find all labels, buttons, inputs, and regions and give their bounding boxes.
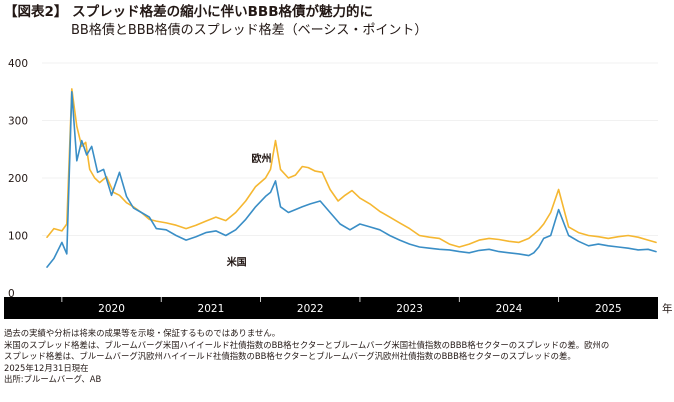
x-tick-label: 2021 xyxy=(198,303,225,315)
x-tick-label: 2024 xyxy=(496,303,523,315)
footnote-line: 出所:ブルームバーグ、AB xyxy=(4,374,102,385)
series-line-europe xyxy=(46,88,657,248)
x-tick-label: 2023 xyxy=(396,303,423,315)
chart-title: 【図表2】 スプレッド格差の縮小に伴いBBB格債が魅力的に xyxy=(4,0,373,20)
chart-subtitle: BB格債とBBB格債のスプレッド格差（ベーシス・ポイント） xyxy=(71,23,428,38)
us-series-label: 米国 xyxy=(227,255,247,268)
line-chart: 400 300 200 100 0 2020 2021 2022 2023 2024 2025 年 欧州… xyxy=(4,58,673,319)
europe-series-label: 欧州 xyxy=(252,152,272,165)
y-tick-label: 200 xyxy=(8,173,28,185)
y-tick-label: 300 xyxy=(8,116,28,128)
x-axis-band xyxy=(4,297,658,319)
x-tick-label: 2020 xyxy=(98,303,125,315)
footnote-line: スプレッド格差は、ブルームバーグ汎欧州ハイイールド社債指数のBB格セクターとブル… xyxy=(4,351,576,362)
x-unit-label: 年 xyxy=(662,302,673,315)
y-tick-label: 0 xyxy=(8,288,15,300)
main-title: スプレッド格差の縮小に伴いBBB格債が魅力的に xyxy=(72,4,373,20)
series-line-us xyxy=(46,91,657,268)
x-tick-label: 2025 xyxy=(595,303,622,315)
x-tick-label: 2022 xyxy=(297,303,324,315)
footnotes: 過去の実績や分析は将来の成果等を示唆・保証するものではありません。 米国のスプレ… xyxy=(4,328,670,386)
footnote-line: 米国のスプレッド格差は、ブルームバーグ米国ハイイールド社債指数のBB格セクターと… xyxy=(4,339,610,350)
y-tick-label: 400 xyxy=(8,58,28,70)
footnote-line: 過去の実績や分析は将来の成果等を示唆・保証するものではありません。 xyxy=(4,328,281,338)
footnote-line: 2025年12月31日現在 xyxy=(4,362,89,373)
y-tick-label: 100 xyxy=(8,231,28,243)
figure-label: 【図表2】 xyxy=(4,4,68,20)
